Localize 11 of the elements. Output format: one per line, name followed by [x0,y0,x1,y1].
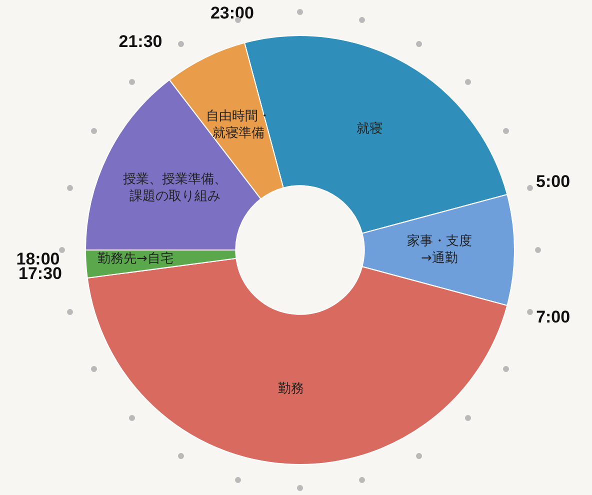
slice-label: 勤務 [278,382,304,397]
text: 21:30 [118,32,162,51]
slice-label: 授業、授業準備、課題の取り組み [122,172,227,204]
text: 23:00 [210,4,254,23]
slice-label: 家事・支度→通勤 [406,232,472,266]
text: 7:00 [536,307,570,326]
slice-label: 就寝 [356,122,383,137]
text: 5:00 [536,172,570,191]
text: 17:30 [18,264,62,283]
slice-label: 勤務先→自宅 [98,250,174,266]
slice-label: 自由時間・就寝準備 [206,108,271,141]
